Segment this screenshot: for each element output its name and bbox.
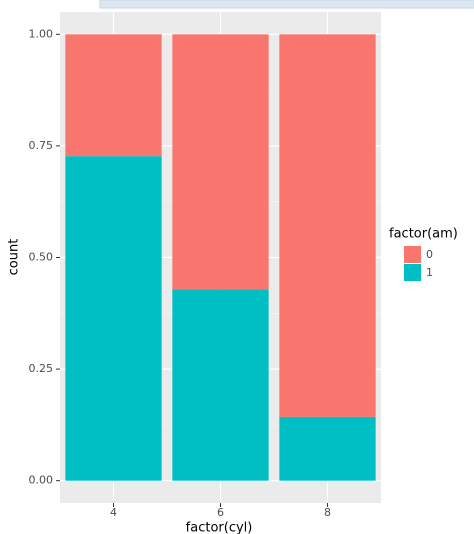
- legend-label: 0: [426, 248, 433, 261]
- bar-segment: [279, 416, 376, 481]
- bar-segment: [279, 34, 376, 417]
- x-axis-title: factor(cyl): [186, 521, 253, 534]
- y-axis-title: count: [7, 239, 22, 276]
- bar-segment: [65, 156, 162, 481]
- bar-segment: [172, 34, 269, 290]
- y-tick-label: 1.00: [29, 27, 54, 40]
- y-tick-label: 0.00: [29, 474, 54, 487]
- x-tick-label: 6: [217, 506, 224, 519]
- legend-label: 1: [426, 266, 433, 279]
- x-tick-label: 4: [110, 506, 117, 519]
- y-tick-label: 0.25: [29, 362, 54, 375]
- y-tick-label: 0.50: [29, 251, 54, 264]
- bar-segment: [65, 34, 162, 157]
- x-tick-label: 8: [324, 506, 331, 519]
- window-strip: [99, 0, 474, 9]
- bar-segment: [172, 289, 269, 481]
- y-tick-label: 0.75: [29, 139, 54, 152]
- legend-title: factor(am): [389, 227, 458, 242]
- legend-key: [404, 246, 421, 263]
- legend-key: [404, 264, 421, 281]
